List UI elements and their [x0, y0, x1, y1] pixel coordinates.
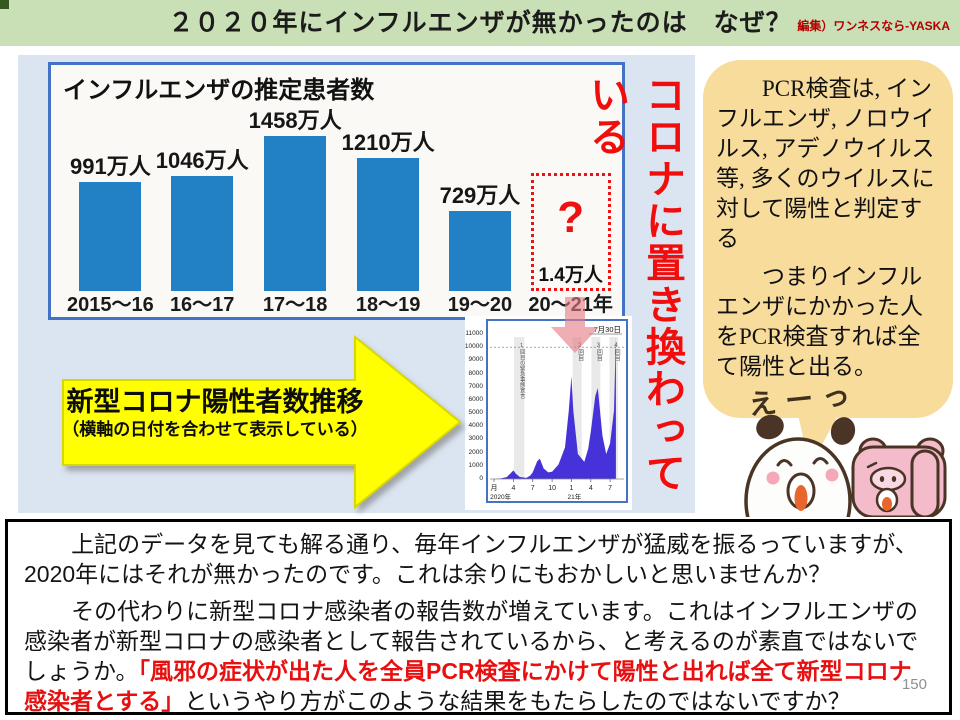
arrow-label-subtitle: （横軸の日付を合わせて表示している） [62, 420, 368, 439]
emergency-band-label: 3回目 [595, 343, 602, 362]
bar-category-label: 19〜20 [447, 294, 513, 316]
pig-character [851, 437, 947, 517]
covid-y-tick: 11000 [465, 330, 483, 337]
flu-chart-plot: 991万人 2015〜16 1046万人 16〜17 1458万人 17〜18 1210万人… [65, 103, 616, 316]
flu-bar [448, 211, 511, 291]
pink-down-arrow-icon [551, 297, 599, 353]
x-year-label: 2020年 [490, 492, 511, 501]
covid-y-tick: 6000 [468, 395, 483, 403]
bar-value-label: 1.4万人 [538, 265, 603, 286]
covid-y-tick: 4000 [468, 422, 483, 430]
date-label: 7月30日 [593, 325, 621, 334]
emergency-band-label: 1回目の緊急事態宣言 [519, 343, 526, 400]
x-tick-label: 7 [531, 485, 535, 492]
yellow-right-arrow [62, 334, 462, 510]
x-tick-label: 10 [548, 485, 556, 492]
covid-y-tick: 2000 [468, 448, 483, 456]
emergency-band-label: 4回目 [613, 343, 620, 362]
commentary-box: 上記のデータを見ても解る通り、毎年インフルエンザが猛威を振るっていますが、202… [5, 519, 952, 715]
flu-chart-box: インフルエンザの推定患者数 991万人 2015〜16 1046万人 16〜17 145… [48, 62, 625, 320]
speech-bubble: PCR検査は, インフルエンザ, ノロウイルス, アデノウイルス等, 多くのウイ… [703, 60, 953, 418]
commentary-p2-red: 「風邪の症状が出た人を全員PCR検査にかけて陽性と出れば全て新型コロナ感染者とす… [24, 658, 912, 714]
bar-category-label: 18〜19 [355, 294, 421, 316]
header-bar: ２０２０年にインフルエンザが無かったのは なぜ？ 編集）ワンネスなら-YASKA [0, 0, 960, 46]
x-tick-label: 4 [589, 485, 593, 492]
covid-y-axis: 11000 10000 9000 8000 7000 6000 5000 4000 3000 20… [465, 316, 485, 510]
covid-chart-frame: 1回目の緊急事態宣言 2回目 3回目 4回目月 4 7 10 1 4 7 2020年 21年 7月30日 [486, 319, 628, 503]
flu-bar-group: 729万人 19〜20 [435, 103, 526, 316]
covid-chart: 11000 10000 9000 8000 7000 6000 5000 4000 3000 20… [465, 316, 632, 510]
question-mark: ? [557, 193, 585, 242]
covid-y-tick: 5000 [468, 409, 483, 417]
cow-character [744, 414, 856, 517]
covid-y-tick: 0 [479, 474, 483, 482]
covid-y-tick: 8000 [468, 369, 483, 377]
arrow-label-title: 新型コロナ陽性者数推移 [66, 387, 364, 417]
commentary-paragraph-1: 上記のデータを見ても解る通り、毎年インフルエンザが猛威を振るっていますが、202… [24, 531, 918, 587]
flu-bar [357, 158, 420, 291]
flu-bar-group: 991万人 2015〜16 [65, 103, 156, 316]
bar-value-label: 1210万人 [341, 130, 435, 155]
flu-bar [79, 182, 142, 291]
editor-credit: 編集）ワンネスなら-YASKA [797, 19, 950, 33]
x-tick-label: 1 [569, 485, 573, 492]
covid-area-series [494, 336, 616, 479]
emergency-band [609, 337, 618, 479]
commentary-p2-after: というやり方がこのような結果をもたらしたのではないですか？ [184, 688, 851, 714]
covid-y-tick: 1000 [468, 461, 483, 469]
bar-value-label: 991万人 [70, 154, 151, 179]
x-year-label: 21年 [568, 492, 582, 501]
bar-category-label: 2015〜16 [66, 294, 154, 316]
covid-y-tick: 9000 [468, 356, 483, 364]
commentary-p2-before: その代わりに新型コロナ感染者の報告数が増えています。これはインフルエンザの感染者… [24, 598, 919, 684]
slide-title: ２０２０年にインフルエンザが無かったのは なぜ？ [168, 9, 792, 37]
bar-category-label: 16〜17 [169, 294, 235, 316]
bar-value-label: 1046万人 [155, 148, 249, 173]
flu-bar [171, 176, 234, 291]
x-tick-label: 月 [491, 484, 498, 492]
covid-y-tick: 7000 [468, 382, 483, 390]
bar-value-label: 729万人 [439, 183, 521, 208]
emergency-band-label: 2回目 [577, 343, 584, 362]
flu-bar-group: 1046万人 16〜17 [155, 103, 249, 316]
cartoon-characters [744, 414, 947, 517]
flu-bar-group: 1458万人 17〜18 [248, 103, 342, 316]
covid-y-tick: 3000 [468, 435, 483, 443]
page-number: 150 [901, 676, 927, 693]
covid-y-tick: 10000 [464, 343, 483, 351]
bubble-paragraph-2: つまりインフルエンザにかかった人をPCR検査すれば全て陽性と出る。 [716, 264, 923, 379]
flu-bar [264, 136, 327, 291]
unknown-value-box: ? 1.4万人 [530, 173, 611, 291]
vertical-callout: コロナに置き換わっている [584, 74, 684, 494]
flu-bar-group: 1210万人 18〜19 [341, 103, 435, 316]
flu-chart-title: インフルエンザの推定患者数 [63, 77, 375, 104]
bar-category-label: 17〜18 [262, 294, 328, 316]
corner-accent [0, 0, 9, 9]
emergency-band [514, 337, 525, 479]
commentary-paragraph-2: その代わりに新型コロナ感染者の報告数が増えています。これはインフルエンザの感染者… [24, 596, 933, 716]
bubble-paragraph-1: PCR検査は, インフルエンザ, ノロウイルス, アデノウイルス等, 多くのウイ… [716, 76, 935, 251]
bar-value-label: 1458万人 [248, 108, 342, 133]
x-tick-label: 7 [608, 485, 612, 492]
emergency-band [572, 337, 582, 479]
arrow-label: 新型コロナ陽性者数推移 （横軸の日付を合わせて表示している） [60, 386, 370, 442]
x-tick-label: 4 [511, 485, 515, 492]
